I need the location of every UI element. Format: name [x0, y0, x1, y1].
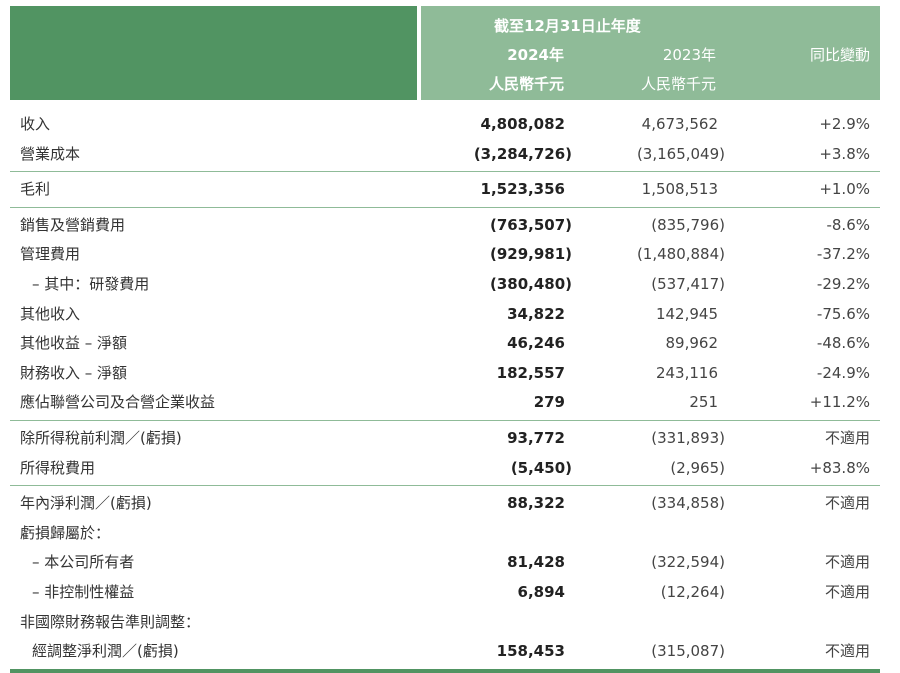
value-change: -24.9%	[816, 363, 870, 382]
value-2024: 1,523,356	[480, 180, 565, 199]
value-change: -48.6%	[816, 334, 870, 353]
col-2023-heading: 2023年	[662, 46, 716, 64]
value-2024: (3,284,726)	[473, 144, 572, 163]
value-2023: (315,087)	[651, 642, 725, 661]
table-row: – 本公司所有者 81,428 (322,594) 不適用	[10, 548, 880, 578]
row-label: 應佔聯營公司及合營企業收益	[20, 393, 216, 412]
value-2023: (537,417)	[651, 274, 725, 293]
row-label: – 本公司所有者	[32, 553, 135, 572]
table-row: 其他收益 – 淨額 46,246 89,962 -48.6%	[10, 329, 880, 359]
value-2024: 4,808,082	[480, 115, 565, 133]
value-2023: 1,508,513	[641, 180, 718, 199]
value-2024: 93,772	[507, 428, 565, 447]
value-change: 不適用	[824, 642, 870, 661]
value-2023: (1,480,884)	[636, 245, 725, 264]
divider	[10, 485, 880, 487]
row-label: 所得稅費用	[20, 458, 96, 477]
row-label: 毛利	[20, 180, 51, 199]
row-label: 虧損歸屬於：	[20, 523, 111, 542]
row-label: 其他收入	[20, 304, 81, 323]
value-2024: 81,428	[507, 553, 565, 572]
unit-2024: 人民幣千元	[488, 75, 564, 93]
table-bottom-rule	[10, 668, 880, 673]
income-statement-table: 收入 4,808,082 4,673,562 +2.9% 營業成本 (3,284,726)…	[10, 110, 880, 673]
value-change: 不適用	[824, 582, 870, 601]
row-label: 經調整淨利潤／(虧損)	[32, 642, 179, 661]
unit-2023: 人民幣千元	[640, 75, 716, 93]
value-2024: (380,480)	[489, 274, 572, 293]
row-label: 非國際財務報告準則調整：	[20, 612, 201, 631]
value-2023: (331,893)	[651, 428, 725, 447]
table-row: 管理費用 (929,981) (1,480,884) -37.2%	[10, 240, 880, 270]
table-row: – 其中：研發費用 (380,480) (537,417) -29.2%	[10, 270, 880, 300]
value-2023: (322,594)	[651, 553, 725, 572]
value-change: 不適用	[824, 494, 870, 513]
table-row: 毛利 1,523,356 1,508,513 +1.0%	[10, 175, 880, 205]
value-change: -75.6%	[816, 304, 870, 323]
value-change: -37.2%	[816, 245, 870, 264]
value-2024: (5,450)	[510, 458, 572, 477]
divider	[10, 419, 880, 421]
value-2023: 243,116	[655, 363, 718, 382]
value-2024: 46,246	[507, 334, 565, 353]
value-2024: 182,557	[496, 363, 565, 382]
value-2023: (3,165,049)	[636, 144, 725, 163]
table-row: 收入 4,808,082 4,673,562 +2.9%	[10, 110, 880, 140]
divider	[10, 206, 880, 208]
value-2024: 6,894	[517, 582, 565, 601]
value-2023: 251	[689, 393, 718, 412]
value-change: 不適用	[824, 553, 870, 572]
row-label: 年內淨利潤／(虧損)	[20, 494, 152, 513]
value-change: +2.9%	[819, 115, 870, 133]
value-change: 不適用	[824, 428, 870, 447]
row-label: 其他收益 – 淨額	[20, 334, 128, 353]
row-label: 除所得稅前利潤／(虧損)	[20, 428, 182, 447]
col-2024-heading: 2024年	[507, 46, 564, 64]
value-2023: (2,965)	[670, 458, 725, 477]
row-label: – 其中：研發費用	[32, 274, 150, 293]
header-label-block	[10, 6, 417, 100]
value-change: +11.2%	[809, 393, 870, 412]
value-change: +1.0%	[819, 180, 870, 199]
table-row: – 非控制性權益 6,894 (12,264) 不適用	[10, 578, 880, 608]
value-2023: 142,945	[655, 304, 718, 323]
row-label: 營業成本	[20, 144, 81, 163]
value-2023: 4,673,562	[641, 115, 718, 133]
table-row: 除所得稅前利潤／(虧損) 93,772 (331,893) 不適用	[10, 424, 880, 454]
period-heading: 截至12月31日止年度	[494, 17, 641, 35]
value-change: +3.8%	[819, 144, 870, 163]
table-row: 經調整淨利潤／(虧損) 158,453 (315,087) 不適用	[10, 637, 880, 667]
header-columns-block: 截至12月31日止年度 2024年 2023年 同比變動 人民幣千元 人民幣千元	[421, 6, 880, 100]
value-2023: (334,858)	[651, 494, 725, 513]
table-row: 營業成本 (3,284,726) (3,165,049) +3.8%	[10, 140, 880, 170]
value-2024: 158,453	[496, 642, 565, 661]
value-2024: 88,322	[507, 494, 565, 513]
value-2024: 34,822	[507, 304, 565, 323]
value-2023: (835,796)	[651, 215, 725, 234]
table-row: 虧損歸屬於：	[10, 519, 880, 549]
row-label: 管理費用	[20, 245, 81, 264]
value-change: -29.2%	[816, 274, 870, 293]
col-change-heading: 同比變動	[809, 46, 870, 64]
row-label: – 非控制性權益	[32, 582, 135, 601]
value-2024: (929,981)	[489, 245, 572, 264]
row-label: 收入	[20, 115, 51, 133]
table-row: 其他收入 34,822 142,945 -75.6%	[10, 300, 880, 330]
table-row: 非國際財務報告準則調整：	[10, 608, 880, 638]
value-2024: 279	[533, 393, 565, 412]
row-label: 銷售及營銷費用	[20, 215, 126, 234]
divider	[10, 171, 880, 173]
value-2023: 89,962	[665, 334, 719, 353]
value-2024: (763,507)	[489, 215, 572, 234]
table-row: 所得稅費用 (5,450) (2,965) +83.8%	[10, 454, 880, 484]
value-change: +83.8%	[809, 458, 870, 477]
row-label: 財務收入 – 淨額	[20, 363, 128, 382]
value-2023: (12,264)	[660, 582, 725, 601]
table-row: 應佔聯營公司及合營企業收益 279 251 +11.2%	[10, 388, 880, 418]
value-change: -8.6%	[826, 215, 870, 234]
table-row: 財務收入 – 淨額 182,557 243,116 -24.9%	[10, 359, 880, 389]
table-row: 銷售及營銷費用 (763,507) (835,796) -8.6%	[10, 211, 880, 241]
table-row: 年內淨利潤／(虧損) 88,322 (334,858) 不適用	[10, 489, 880, 519]
